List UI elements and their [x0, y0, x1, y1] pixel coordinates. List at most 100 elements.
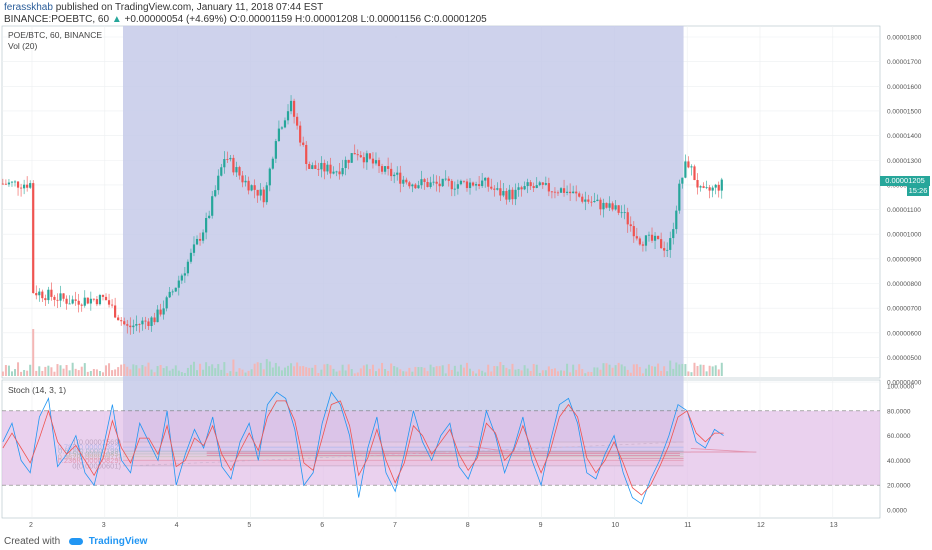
candle-body	[569, 192, 571, 193]
candle-body	[530, 182, 532, 186]
volume-bar	[721, 363, 723, 376]
volume-bar	[302, 366, 304, 376]
volume-bar	[472, 371, 474, 376]
candle-body	[454, 189, 456, 190]
volume-bar	[275, 363, 277, 376]
volume-bar	[636, 364, 638, 376]
volume-bar	[293, 366, 295, 376]
candle-body	[548, 183, 550, 191]
volume-bar	[339, 371, 341, 376]
candle-body	[584, 200, 586, 202]
volume-bar	[460, 365, 462, 376]
volume-bar	[269, 362, 271, 376]
x-tick-label: 3	[102, 522, 106, 529]
candle-body	[678, 184, 680, 211]
candle-body	[53, 297, 55, 300]
candle-body	[257, 190, 259, 196]
candle-body	[590, 202, 592, 203]
price-tick-label: 0.00001000	[887, 232, 922, 239]
candle-body	[511, 190, 513, 199]
candle-body	[493, 189, 495, 190]
volume-bar	[715, 365, 717, 376]
fib-zone	[123, 26, 684, 442]
volume-bar	[163, 368, 165, 376]
x-tick-label: 12	[757, 522, 765, 529]
candle-body	[408, 182, 410, 186]
volume-bar	[23, 370, 25, 376]
x-tick-label: 11	[684, 522, 691, 529]
candle-body	[308, 164, 310, 169]
volume-bar	[457, 372, 459, 376]
volume-bar	[41, 371, 43, 376]
candle-body	[502, 191, 504, 195]
candle-body	[593, 201, 595, 202]
volume-bar	[56, 364, 58, 376]
volume-bar	[448, 364, 450, 376]
volume-bar	[35, 371, 37, 376]
candle-body	[196, 239, 198, 244]
candle-body	[93, 299, 95, 300]
candle-body	[329, 165, 331, 174]
price-tick-label: 0.00000500	[887, 355, 922, 362]
candle-body	[272, 159, 274, 169]
volume-bar	[248, 371, 250, 376]
x-tick-label: 10	[611, 522, 619, 529]
candle-body	[65, 299, 67, 304]
volume-bar	[181, 372, 183, 376]
candle-body	[232, 158, 234, 172]
volume-bar	[29, 365, 31, 376]
candle-body	[284, 120, 286, 127]
volume-bar	[190, 365, 192, 376]
volume-bar	[700, 365, 702, 376]
candle-body	[153, 317, 155, 322]
volume-bar	[226, 373, 228, 376]
candle-body	[163, 308, 165, 314]
volume-bar	[311, 368, 313, 376]
volume-bar	[505, 368, 507, 376]
volume-bar	[536, 365, 538, 376]
volume-bar	[693, 363, 695, 376]
price-tick-label: 0.00000700	[887, 306, 922, 313]
volume-bar	[481, 371, 483, 376]
candle-body	[393, 175, 395, 176]
candle-body	[481, 181, 483, 186]
volume-bar	[709, 366, 711, 376]
x-tick-label: 13	[830, 522, 838, 529]
candle-body	[293, 101, 295, 117]
volume-bar	[214, 368, 216, 376]
volume-bar	[326, 364, 328, 376]
volume-bar	[402, 371, 404, 376]
candle-body	[354, 153, 356, 154]
x-tick-label: 4	[175, 522, 179, 529]
candle-body	[508, 190, 510, 200]
volume-bar	[633, 364, 635, 376]
candle-body	[533, 186, 535, 188]
candle-body	[566, 192, 568, 193]
candle-body	[517, 187, 519, 190]
candle-body	[44, 298, 46, 300]
price-tick-label: 0.00001800	[887, 35, 922, 42]
volume-bar	[545, 370, 547, 376]
volume-bar	[420, 367, 422, 376]
candle-body	[557, 192, 559, 193]
candle-body	[235, 167, 237, 172]
tradingview-brand[interactable]: TradingView	[89, 536, 148, 547]
candle-body	[299, 126, 301, 143]
volume-bar	[126, 367, 128, 376]
candle-body	[96, 299, 98, 304]
candle-body	[575, 192, 577, 194]
volume-bar	[223, 362, 225, 376]
candle-body	[399, 173, 401, 184]
volume-bar	[548, 366, 550, 376]
candle-body	[160, 310, 162, 315]
candle-body	[642, 244, 644, 245]
volume-bar	[557, 371, 559, 376]
candle-body	[99, 295, 101, 304]
candle-body	[229, 158, 231, 159]
candle-body	[287, 111, 289, 120]
volume-bar	[50, 367, 52, 376]
candle-body	[296, 117, 298, 126]
volume-bar	[278, 366, 280, 376]
candle-body	[38, 292, 40, 296]
